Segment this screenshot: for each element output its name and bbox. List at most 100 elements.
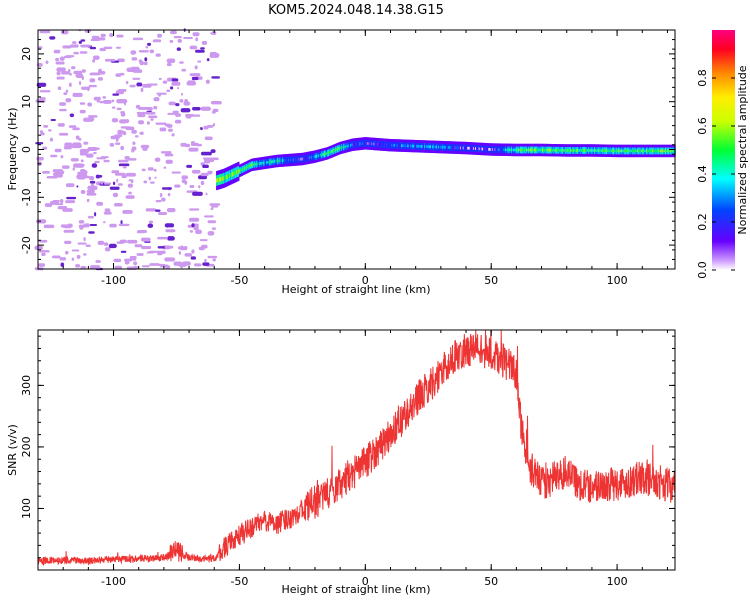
noise-blob bbox=[69, 44, 79, 48]
ridge-cell bbox=[336, 147, 339, 151]
noise-blob bbox=[56, 76, 65, 80]
noise-blob bbox=[89, 78, 96, 83]
noise-blob bbox=[109, 33, 114, 38]
noise-blob bbox=[80, 189, 86, 195]
noise-blob bbox=[179, 99, 184, 103]
noise-blob bbox=[43, 224, 55, 229]
ridge-cell bbox=[392, 143, 394, 147]
ridge-cell bbox=[424, 145, 427, 148]
noise-blob bbox=[72, 127, 80, 131]
noise-blob bbox=[154, 157, 161, 162]
noise-blob bbox=[118, 163, 130, 167]
noise-blob bbox=[194, 65, 198, 70]
noise-blob bbox=[129, 257, 137, 261]
ridge-cell bbox=[358, 142, 361, 146]
ridge-cell bbox=[303, 157, 305, 161]
ridge-cell bbox=[409, 144, 411, 148]
x-tick-label: 50 bbox=[484, 575, 498, 588]
ridge-cell bbox=[249, 164, 251, 168]
noise-blob bbox=[138, 59, 143, 64]
noise-blob bbox=[210, 149, 216, 154]
ridge-cell bbox=[454, 146, 457, 150]
noise-blob bbox=[87, 215, 94, 219]
ridge-cell bbox=[261, 161, 263, 165]
ridge-cell bbox=[365, 142, 368, 145]
ridge-cell bbox=[325, 152, 327, 156]
ridge-cell bbox=[222, 176, 224, 181]
ridge-cell bbox=[340, 146, 342, 150]
ridge-cell bbox=[357, 142, 360, 146]
ridge-cell bbox=[409, 144, 412, 148]
noise-blob bbox=[103, 46, 113, 49]
noise-blob bbox=[145, 46, 149, 49]
noise-blob bbox=[205, 79, 210, 84]
ridge-cell bbox=[444, 145, 446, 149]
noise-blob bbox=[111, 106, 116, 109]
ridge-cell bbox=[582, 149, 585, 152]
noise-blob bbox=[198, 185, 201, 189]
noise-blob bbox=[117, 183, 123, 186]
ridge-cell bbox=[672, 149, 674, 153]
ridge-cell bbox=[302, 157, 304, 161]
noise-blob bbox=[103, 242, 109, 246]
noise-blob bbox=[150, 181, 155, 184]
ridge-cell bbox=[577, 149, 579, 152]
noise-blob bbox=[204, 160, 210, 164]
ridge-cell bbox=[471, 147, 474, 150]
ridge-cell bbox=[462, 146, 465, 150]
noise-blob bbox=[85, 244, 91, 248]
ridge-cell bbox=[233, 171, 236, 176]
ridge-cell bbox=[494, 148, 496, 151]
noise-blob bbox=[63, 145, 72, 150]
noise-blob bbox=[42, 146, 48, 150]
noise-blob bbox=[210, 101, 222, 105]
ridge-cell bbox=[417, 144, 420, 148]
ridge-cell bbox=[381, 143, 384, 146]
spectrogram-ylabel: Frequency (Hz) bbox=[6, 108, 19, 191]
ridge-cell bbox=[609, 149, 612, 153]
ridge-cell bbox=[335, 148, 337, 152]
snr-frame bbox=[37, 329, 676, 571]
ridge-cell bbox=[237, 169, 239, 174]
ridge-cell bbox=[309, 156, 311, 159]
ridge-cell bbox=[556, 148, 558, 152]
noise-blob bbox=[211, 205, 219, 208]
ridge-cell bbox=[261, 161, 264, 165]
y-tick-label: 20 bbox=[20, 47, 33, 61]
ridge-cell bbox=[238, 169, 240, 174]
ridge-cell bbox=[384, 143, 386, 147]
noise-blob bbox=[57, 123, 65, 127]
noise-blob bbox=[174, 119, 182, 124]
ridge-cell bbox=[497, 148, 499, 151]
noise-blob bbox=[200, 127, 203, 131]
noise-blob bbox=[210, 32, 214, 35]
noise-blob bbox=[204, 136, 213, 141]
ridge-cell bbox=[280, 159, 282, 163]
noise-blob bbox=[184, 98, 188, 104]
ridge-cell bbox=[654, 149, 656, 153]
ridge-cell bbox=[228, 173, 230, 179]
ridge-cell bbox=[467, 146, 469, 150]
ridge-cell bbox=[344, 145, 347, 149]
ridge-cell bbox=[386, 143, 388, 147]
y-tick-label: 300 bbox=[20, 375, 33, 396]
noise-blob bbox=[212, 258, 216, 262]
ridge-cell bbox=[571, 149, 573, 152]
noise-blob bbox=[148, 115, 158, 119]
ridge-cell bbox=[646, 149, 648, 153]
noise-blob bbox=[141, 237, 151, 242]
ridge-cell bbox=[245, 166, 247, 170]
noise-blob bbox=[161, 197, 166, 202]
ridge-cell bbox=[591, 149, 593, 152]
ridge-cell bbox=[271, 160, 273, 164]
ridge-cell bbox=[308, 156, 310, 160]
ridge-cell bbox=[339, 146, 341, 150]
noise-blob bbox=[73, 70, 83, 75]
noise-blob bbox=[141, 168, 146, 172]
ridge-cell bbox=[526, 148, 528, 152]
noise-blob bbox=[171, 133, 175, 137]
noise-blob bbox=[177, 38, 182, 43]
ridge-cell bbox=[647, 149, 650, 153]
ridge-cell bbox=[373, 142, 376, 146]
noise-blob bbox=[200, 106, 211, 111]
